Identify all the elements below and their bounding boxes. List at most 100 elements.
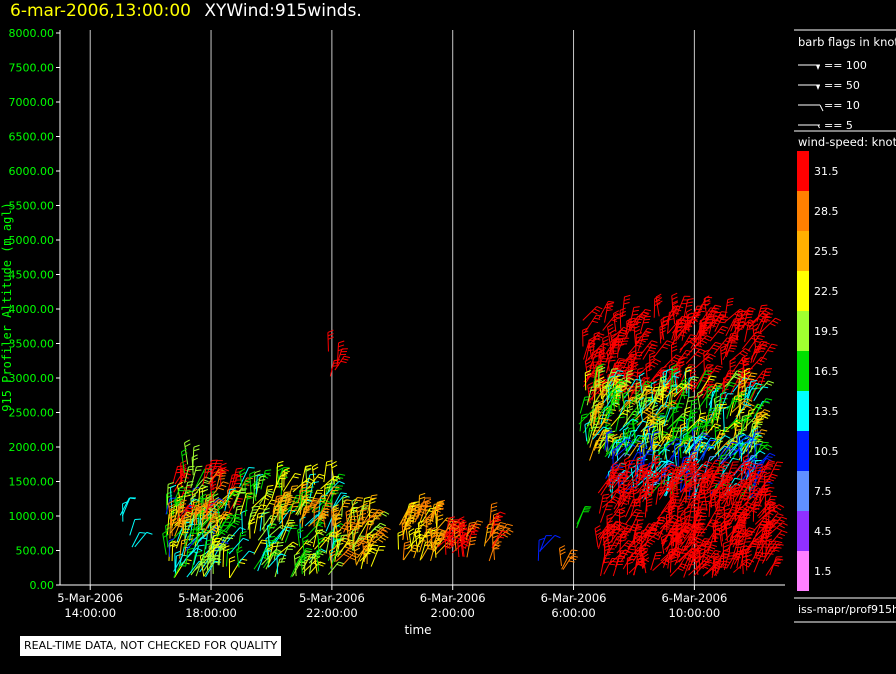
wind-barb-flag [364,496,371,500]
wind-barb-flag [769,346,776,350]
wind-barb-flag [211,528,218,533]
wind-barb-flag [409,509,416,512]
wind-barb-flag [184,513,191,516]
wind-barb-flag [729,364,736,368]
wind-barb-flag [233,516,240,519]
wind-barb-flag [646,368,653,372]
wind-barb [205,537,222,556]
wind-barb [223,491,241,506]
wind-barb [122,501,129,522]
wind-barb-flag [291,485,299,487]
wind-barb-flag [301,483,308,486]
wind-barb-flag [355,499,362,502]
wind-barb-flag [215,537,222,540]
wind-barb-flag [281,472,288,476]
wind-barb-flag [174,550,181,554]
wind-barb-shaft [174,555,177,575]
wind-barb-flag [266,493,273,496]
wind-barb-flag [259,475,267,478]
wind-barb-flag [247,493,254,496]
wind-barb [302,535,309,559]
wind-barb-flag [714,311,721,314]
wind-barb-flag [195,469,202,472]
wind-barb-flag [728,340,735,342]
wind-barb-flag [343,502,351,505]
wind-barb [249,518,256,539]
wind-barb [193,544,205,565]
wind-barb-shaft [186,560,200,578]
wind-barb-flag [200,497,207,501]
wind-barb-flag [335,517,341,522]
wind-barb-shaft [638,445,642,466]
wind-barb-flag [711,347,718,351]
wind-barb-shaft [699,364,708,383]
wind-barb [320,475,341,490]
wind-barb-flag [449,516,456,519]
wind-barb-flag [728,384,735,388]
wind-barb [327,329,334,352]
wind-barb-shaft [731,357,744,373]
wind-barb-flag [330,553,336,558]
wind-barb-flag [216,517,223,522]
wind-barb-flag [766,456,773,458]
wind-barb-flag [618,389,625,391]
wind-barb-flag [317,476,324,479]
wind-barb-flag [332,478,338,482]
wind-barb-shaft [257,550,266,572]
wind-barb-flag [318,540,325,544]
wind-barb-flag [653,382,660,386]
wind-barb-flag [377,538,384,543]
wind-barb-flag [408,528,415,533]
wind-barb-flag [275,536,282,540]
wind-barb-flag [380,536,386,541]
wind-barb-flag [265,494,272,498]
wind-barb-flag [691,378,698,381]
wind-barb [295,540,314,555]
wind-barb-flag [619,332,626,334]
wind-barb-flag [337,476,344,479]
wind-barb-flag [199,486,206,490]
wind-barb-flag [653,378,660,383]
wind-barb-flag [582,333,589,337]
wind-barb [274,526,293,544]
wind-barb-flag [652,361,659,365]
wind-barb-flag [168,500,175,504]
wind-barb-flag [686,308,693,313]
wind-barb [228,537,249,555]
wind-barb-flag [220,484,227,488]
wind-barb-flag [177,495,184,499]
wind-barb-flag [288,500,296,502]
wind-barb [261,548,282,566]
wind-barb-shaft [202,465,207,485]
wind-barb-flag [705,370,713,372]
wind-barb [332,492,347,508]
wind-barb [258,490,275,505]
wind-barb-flag [301,557,308,561]
wind-barb-shaft [332,492,342,508]
plot-date-label: 6-mar-2006,13:00:00 [10,1,191,21]
wind-barb-flag [195,508,202,512]
wind-barb-flag [183,519,190,522]
wind-barb-flag [196,509,202,514]
wind-barb-flag [184,494,191,498]
wind-barb-flag [635,344,642,348]
wind-barb [330,460,338,485]
wind-barb [212,554,219,574]
wind-barb-flag [306,490,313,494]
wind-barb-flag [740,321,747,324]
wind-barb-flag [378,530,384,535]
wind-barb-flag [307,496,314,499]
wind-barb-flag [274,550,281,553]
wind-barb-flag [129,497,136,500]
wind-barb-flag [333,509,340,513]
wind-barb-flag [409,531,415,536]
wind-barb-flag [559,551,566,556]
wind-barb-flag [405,525,412,530]
wind-barb-flag [177,465,184,468]
wind-barb-flag [647,327,654,331]
wind-barb-flag [739,352,746,357]
wind-barb-flag [263,507,270,511]
wind-barb-flag [499,511,506,515]
wind-barb-shaft [121,497,131,517]
wind-barb-flag [676,373,683,378]
